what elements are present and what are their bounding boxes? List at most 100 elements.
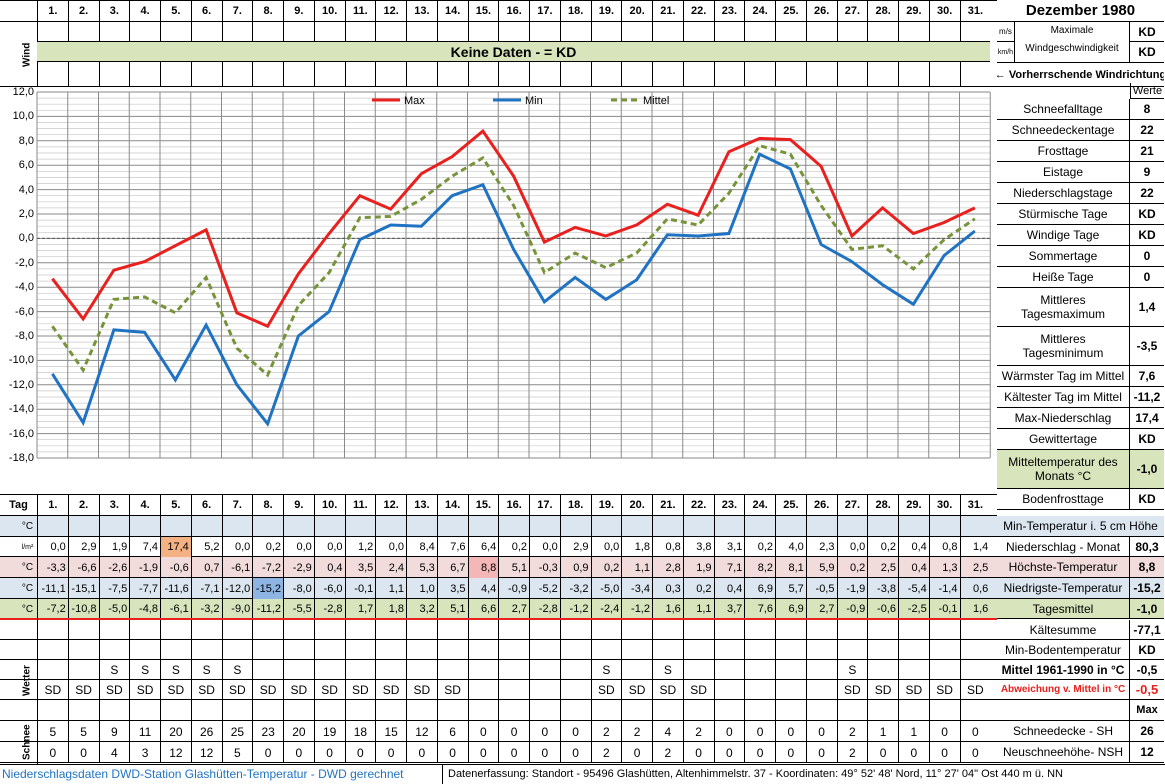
wind-col-line xyxy=(682,22,684,42)
lower-cell: 0 xyxy=(529,742,560,763)
cell-min: 1,1 xyxy=(375,578,406,599)
lower-cell xyxy=(559,680,591,700)
wind-col-line xyxy=(252,22,254,42)
cell-min5 xyxy=(652,516,683,537)
lower-cell: 0 xyxy=(959,742,991,763)
y-tick-label: -18,0 xyxy=(8,452,34,464)
cell-max: 5,3 xyxy=(406,557,437,578)
lower-cell xyxy=(775,700,806,721)
cell-max: 8,8 xyxy=(467,557,499,578)
lower-cell xyxy=(190,620,222,640)
summary-value: 26 xyxy=(1140,724,1154,738)
wind-col-line xyxy=(590,22,592,42)
cell-min: -15,1 xyxy=(67,578,99,599)
summary-value: Max xyxy=(1136,704,1158,716)
stat-value: KD xyxy=(1138,432,1156,446)
wind-col-line xyxy=(898,62,899,87)
stat-label: Windige Tage xyxy=(997,225,1130,245)
cell-min: -7,7 xyxy=(129,578,160,599)
wind-col-line xyxy=(129,62,131,87)
lower-cell xyxy=(375,640,406,660)
wind-col-line xyxy=(805,22,807,42)
cell-max: 0,9 xyxy=(559,557,591,578)
cell-precip: 0,2 xyxy=(252,537,283,557)
cell-max: -6,1 xyxy=(221,557,253,578)
lower-cell: 2 xyxy=(590,721,622,742)
cell-max: 2,5 xyxy=(867,557,898,578)
cell-min: -11,6 xyxy=(160,578,191,599)
summary-value: -0,5 xyxy=(1136,662,1158,677)
wind-col-line xyxy=(713,22,715,42)
day-header-bottom: 19. xyxy=(590,494,622,516)
lower-cell: SD xyxy=(190,680,222,700)
wind-unit-kmh: km/h xyxy=(997,42,1015,62)
cell-max: 0,7 xyxy=(190,557,222,578)
wind-col-line xyxy=(375,62,377,87)
left-column-line xyxy=(37,494,38,764)
lower-cell: 1 xyxy=(898,721,929,742)
stat-value: -3,5 xyxy=(1136,339,1158,353)
stat-label: Schneedeckentage xyxy=(997,120,1130,140)
day-header-bottom: 28. xyxy=(867,494,898,516)
cell-precip: 8,4 xyxy=(406,537,437,557)
cell-precip: 7,6 xyxy=(436,537,468,557)
wind-col-line xyxy=(498,62,500,87)
row-unit: °C xyxy=(21,583,34,594)
day-header-bottom: 22. xyxy=(682,494,714,516)
lower-cell: SD xyxy=(375,680,406,700)
summary-value: -77,1 xyxy=(1133,622,1161,637)
cell-max: -7,2 xyxy=(252,557,283,578)
lower-cell xyxy=(129,620,160,640)
lower-cell: 0 xyxy=(406,742,437,763)
lower-cell: 4 xyxy=(98,742,130,763)
lower-cell: S xyxy=(652,660,683,680)
day-header-bottom: 20. xyxy=(621,494,652,516)
cell-min5 xyxy=(67,516,99,537)
lower-cell: 23 xyxy=(252,721,283,742)
cell-max: 0,2 xyxy=(836,557,868,578)
lower-cell xyxy=(775,680,806,700)
lower-cell xyxy=(67,640,99,660)
stat-value: KD xyxy=(1138,207,1156,221)
day-header-top: 24. xyxy=(744,0,775,22)
lower-cell xyxy=(221,640,253,660)
wind-col-line xyxy=(836,22,838,42)
day-header-top: 2. xyxy=(67,0,99,22)
lower-cell xyxy=(283,660,314,680)
day-header-top: 9. xyxy=(283,0,314,22)
cell-mean: -5,0 xyxy=(98,599,130,619)
day-header-top: 20. xyxy=(621,0,652,22)
cell-min5 xyxy=(37,516,68,537)
cell-precip: 0,2 xyxy=(744,537,775,557)
lower-cell: 2 xyxy=(652,742,683,763)
lower-cell: SD xyxy=(252,680,283,700)
lower-cell xyxy=(682,700,714,721)
cell-min5 xyxy=(682,516,714,537)
stat-row: Heiße Tage 0 xyxy=(997,267,1164,288)
cell-min5 xyxy=(621,516,652,537)
lower-cell: 0 xyxy=(928,742,960,763)
cell-max: 5,1 xyxy=(498,557,529,578)
cell-mean: 6,9 xyxy=(775,599,806,619)
lower-cell xyxy=(467,680,499,700)
cell-max: 0,4 xyxy=(313,557,345,578)
legend-label: Min xyxy=(525,95,543,107)
cell-max: -2,9 xyxy=(283,557,314,578)
wind-col-line xyxy=(775,62,776,87)
lower-cell xyxy=(744,640,775,660)
lower-cell: 25 xyxy=(221,721,253,742)
wind-col-line xyxy=(37,62,38,87)
lower-cell xyxy=(559,620,591,640)
lower-cell: 0 xyxy=(775,742,806,763)
lower-cell: S xyxy=(221,660,253,680)
wind-max-ms-value: KD xyxy=(1130,22,1164,42)
day-header-top: 22. xyxy=(682,0,714,22)
cell-min: 0,6 xyxy=(959,578,991,599)
cell-precip: 5,2 xyxy=(190,537,222,557)
cell-min: 4,4 xyxy=(467,578,499,599)
cell-max: 3,5 xyxy=(344,557,376,578)
lower-cell xyxy=(98,640,130,660)
day-header-bottom: 9. xyxy=(283,494,314,516)
day-header-bottom: 4. xyxy=(129,494,160,516)
summary-row: Niederschlag - Monat 80,3 xyxy=(997,537,1164,557)
